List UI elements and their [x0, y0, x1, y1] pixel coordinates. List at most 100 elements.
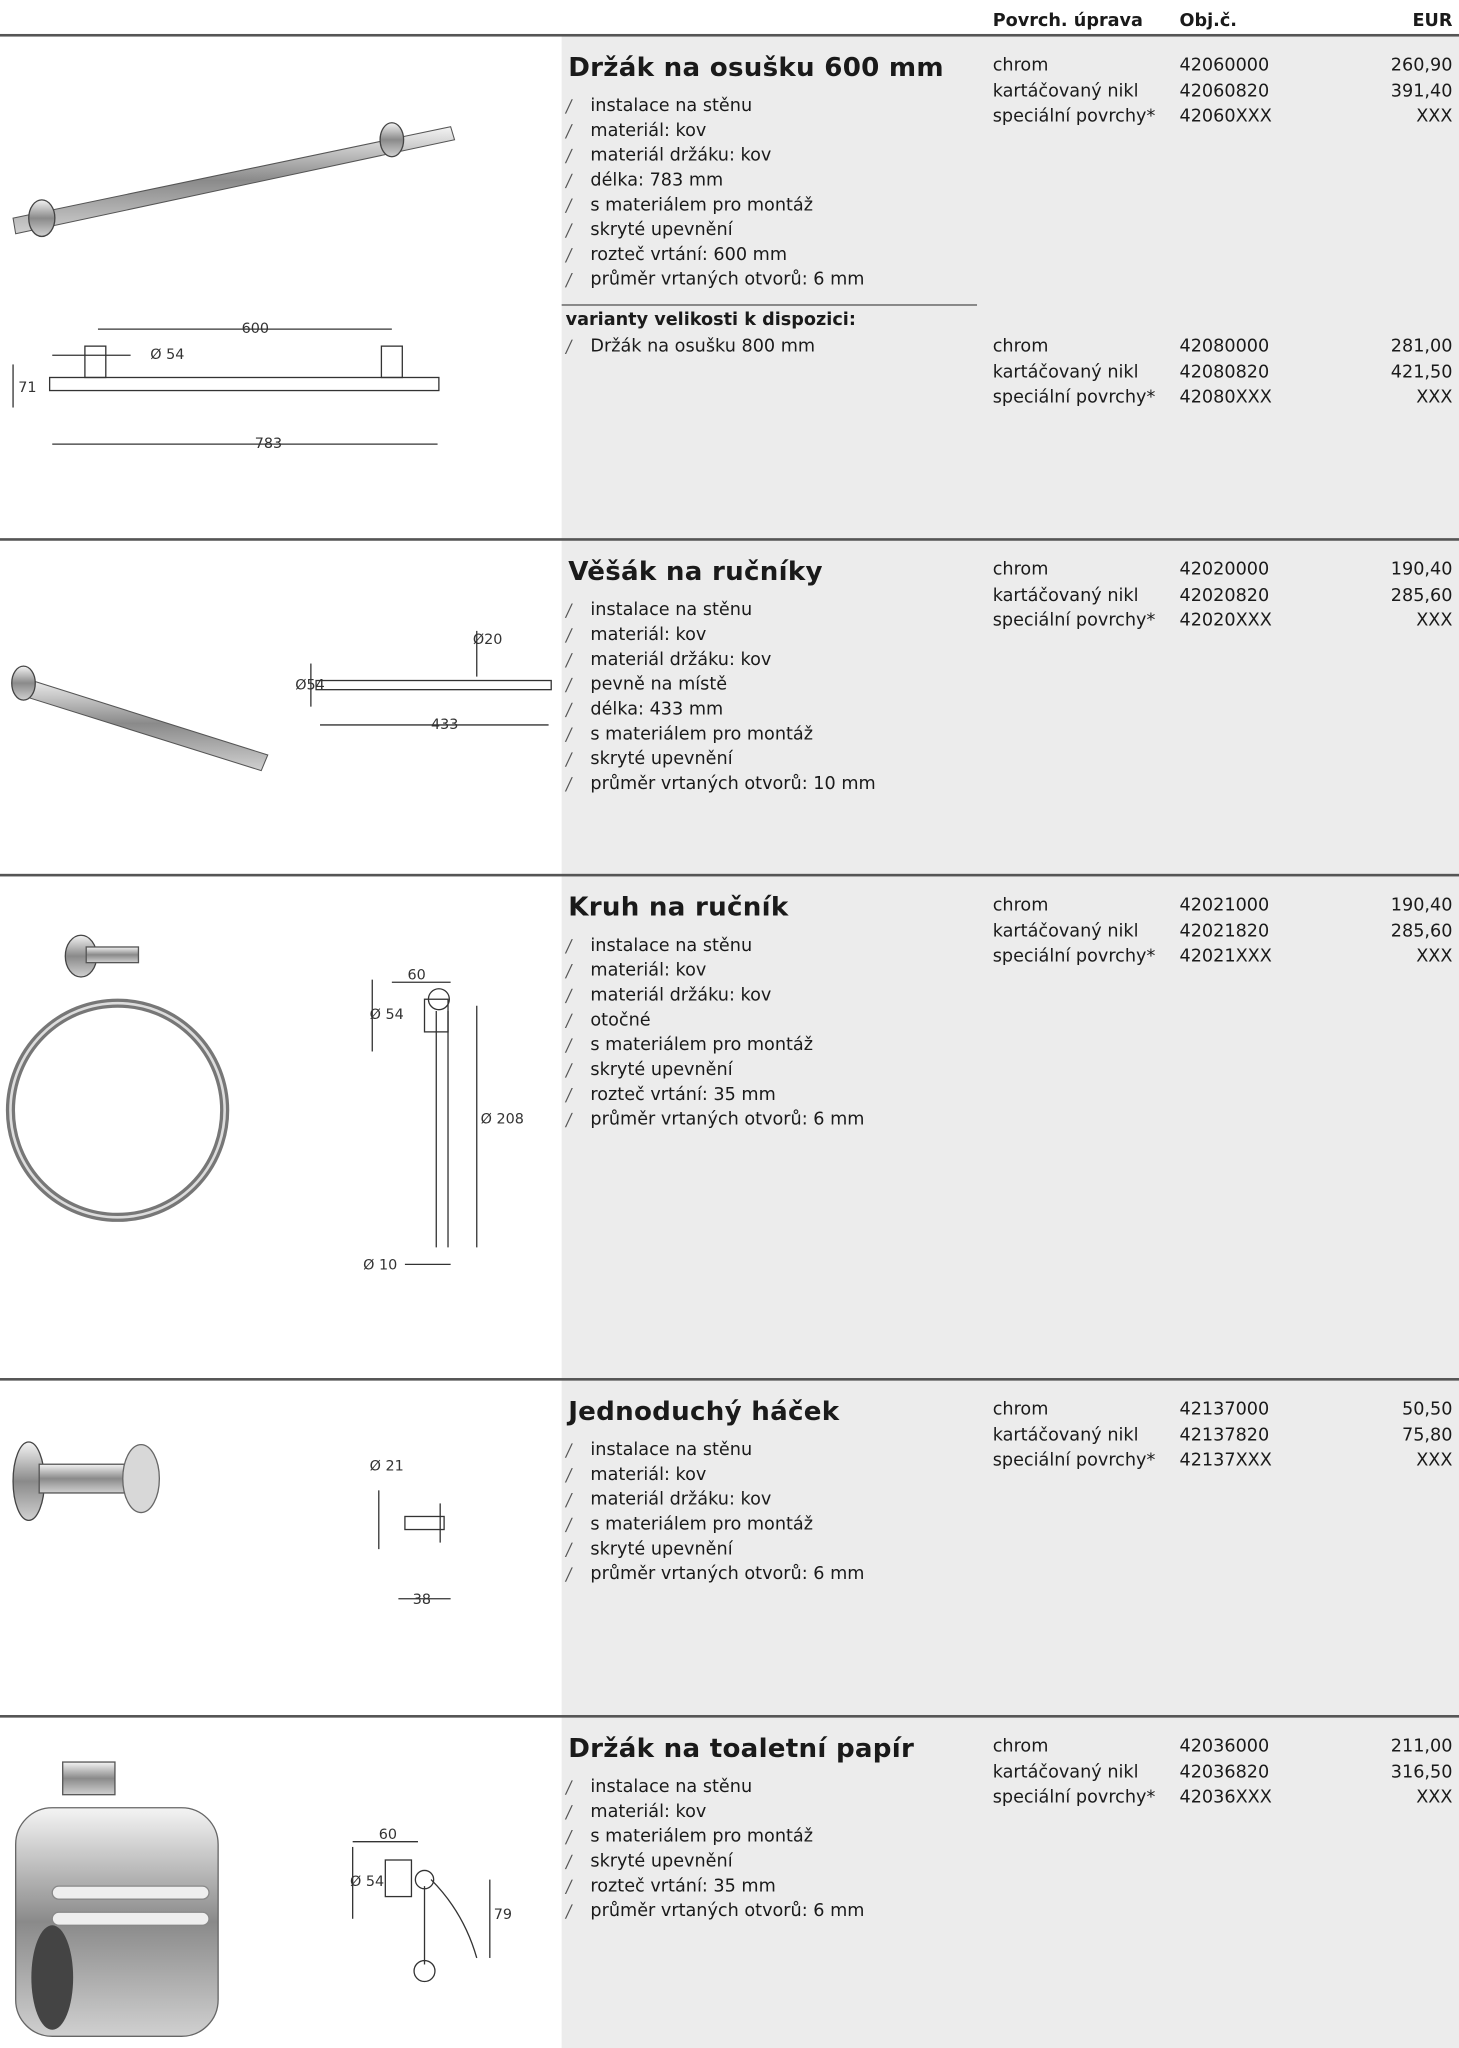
feature-text: s materiálem pro montáž [590, 1513, 813, 1535]
drawing-shape [404, 1515, 445, 1531]
slash-bullet [564, 1112, 573, 1128]
variants-heading: varianty velikosti k dispozici: [565, 309, 856, 331]
slash-bullet [564, 1517, 573, 1533]
feature-text: skryté upevnění [590, 748, 733, 770]
feature-item: instalace na stěnu [564, 1438, 752, 1463]
finish-cell: kartáčovaný nikl [992, 1424, 1139, 1446]
slash-bullet [564, 1038, 573, 1053]
code-cell: 42060XXX [1179, 105, 1272, 127]
dimension-label: Ø 208 [481, 1111, 524, 1127]
price-cell: 190,40 [1390, 559, 1453, 580]
code-cell: 42021XXX [1179, 945, 1272, 967]
product-section: 60 Ø 54 79 Držák na toaletní papír instalace… [0, 1716, 1459, 2048]
feature-item: pevně na místě [564, 673, 728, 698]
feature-item: instalace na stěnu [564, 934, 753, 959]
slash-bullet [564, 777, 573, 792]
slash-bullet [564, 1854, 573, 1870]
slash-bullet [564, 1443, 573, 1458]
drawing-shape [15, 675, 269, 772]
finish-cell: chrom [992, 559, 1049, 580]
feature-text: instalace na stěnu [590, 935, 753, 957]
dimension-label: Ø 10 [363, 1258, 397, 1274]
feature-item: průměr vrtaných otvorů: 6 mm [564, 1899, 864, 1924]
feature-text: délka: 783 mm [590, 169, 724, 191]
finish-cell: chrom [992, 1735, 1049, 1757]
drawing-shape [427, 988, 450, 1011]
dimension-label: 38 [413, 1592, 431, 1608]
header-code: Obj.č. [1179, 10, 1237, 32]
drawing-shape [11, 665, 36, 701]
slash-bullet [564, 1879, 573, 1894]
code-cell: 42020820 [1179, 584, 1270, 606]
feature-item: rozteč vrtání: 35 mm [564, 1083, 776, 1108]
slash-bullet [564, 727, 573, 742]
dimension-label: 433 [431, 717, 458, 733]
feature-item: materiál: kov [564, 959, 706, 984]
feature-text: materiál držáku: kov [590, 984, 772, 1006]
feature-text: materiál držáku: kov [590, 649, 772, 671]
product-title: Kruh na ručník [568, 890, 789, 923]
product-title: Držák na toaletní papír [568, 1731, 915, 1764]
slash-bullet [564, 173, 573, 189]
feature-text: pevně na místě [590, 673, 728, 695]
feature-text: rozteč vrtání: 35 mm [590, 1875, 776, 1897]
slash-bullet [564, 752, 573, 767]
feature-item: průměr vrtaných otvorů: 6 mm [564, 268, 864, 293]
slash-bullet [564, 963, 573, 979]
feature-item: skryté upevnění [564, 747, 733, 772]
slash-bullet [564, 1468, 573, 1483]
feature-item: průměr vrtaných otvorů: 6 mm [564, 1108, 864, 1133]
header-finish: Povrch. úprava [992, 10, 1143, 32]
section-rule [0, 538, 1459, 541]
drawing-shape [84, 345, 107, 379]
feature-text: s materiálem pro montáž [590, 723, 813, 745]
finish-cell: chrom [992, 1398, 1049, 1420]
price-cell: 285,60 [1390, 920, 1453, 942]
section-rule [0, 1715, 1459, 1717]
slash-bullet [564, 939, 573, 954]
finish-cell: kartáčovaný nikl [992, 920, 1139, 942]
price-cell: 285,60 [1390, 584, 1453, 606]
drawing-shape [12, 126, 456, 235]
feature-item: otočné [564, 1008, 651, 1033]
drawing-shape [48, 376, 440, 392]
price-cell: 391,40 [1390, 80, 1453, 102]
drawing-shape [31, 1925, 74, 2030]
feature-item: materiál držáku: kov [564, 144, 771, 169]
price-cell: 50,50 [1401, 1398, 1453, 1420]
feature-item: délka: 433 mm [564, 698, 723, 723]
drawing-shape [310, 630, 552, 726]
drawing-shape [38, 1463, 132, 1494]
dimension-label: 60 [408, 968, 426, 984]
slash-bullet [564, 124, 573, 139]
feature-text: skryté upevnění [590, 1059, 733, 1081]
dimension-label: 71 [18, 380, 36, 396]
drawing-shape [51, 1885, 210, 1900]
drawing-shape [85, 946, 140, 964]
feature-text: s materiálem pro montáž [590, 194, 813, 216]
product-drawing: 60 Ø 54 79 [15, 1761, 512, 2037]
price-cell: 211,00 [1390, 1735, 1453, 1757]
feature-item: rozteč vrtání: 35 mm [564, 1874, 776, 1899]
feature-item: rozteč vrtání: 600 mm [564, 243, 787, 268]
dimension-label: Ø54 [295, 678, 325, 694]
slash-bullet [564, 1088, 573, 1103]
dimension-label: Ø 54 [370, 1007, 404, 1023]
slash-bullet [564, 198, 573, 213]
feature-item: instalace na stěnu [564, 598, 753, 623]
feature-text: instalace na stěnu [590, 95, 753, 117]
slash-bullet [564, 99, 573, 114]
price-cell: XXX [1416, 609, 1453, 631]
feature-text: instalace na stěnu [590, 599, 753, 621]
code-cell: 42036820 [1179, 1761, 1270, 1783]
slash-bullet [564, 248, 573, 263]
header-price: EUR [1412, 10, 1453, 32]
finish-cell: speciální povrchy* [992, 1449, 1156, 1471]
finish-cell: speciální povrchy* [992, 609, 1156, 631]
drawing-shape [9, 1001, 226, 1219]
drawing-shape [51, 1911, 210, 1926]
code-cell: 42036000 [1179, 1735, 1270, 1757]
drawing-shape [379, 122, 405, 158]
drawing-shape [352, 1841, 491, 1983]
feature-item: skryté upevnění [564, 1850, 733, 1875]
